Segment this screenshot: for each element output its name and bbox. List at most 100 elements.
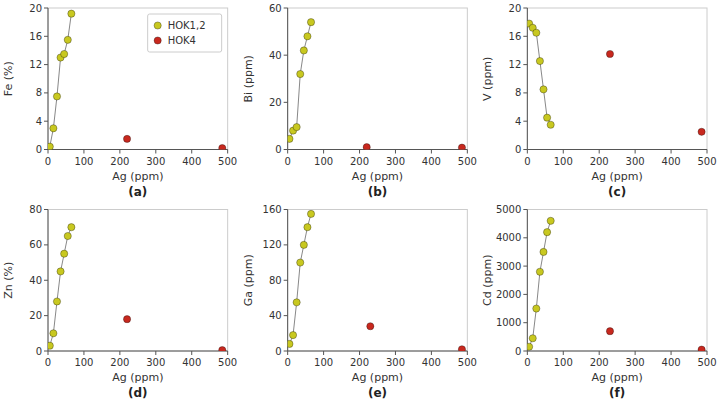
point [289, 331, 296, 338]
x-tick [599, 150, 600, 154]
x-tick-label: 500 [458, 357, 477, 368]
data-area [527, 20, 705, 135]
legend-marker [154, 22, 161, 29]
y-tick-label: 12 [29, 59, 42, 70]
point [53, 93, 60, 100]
y-tick [523, 8, 527, 9]
x-axis-line [527, 351, 707, 352]
y-axis-label: Ga (ppm) [242, 254, 255, 306]
y-tick [44, 36, 48, 37]
x-axis-label: Ag (ppm) [112, 371, 163, 384]
series-line [529, 24, 551, 125]
point [536, 268, 543, 275]
x-tick [287, 351, 288, 355]
x-tick [323, 351, 324, 355]
x-tick [48, 150, 49, 154]
x-axis-label: Ag (ppm) [352, 170, 403, 183]
x-tick-label: 300 [146, 156, 165, 167]
y-tick-label: 8 [515, 87, 521, 98]
data-area [48, 224, 226, 351]
y-tick [44, 64, 48, 65]
y-tick-label: 120 [263, 239, 282, 250]
y-tick [284, 315, 288, 316]
x-tick [599, 351, 600, 355]
point [50, 330, 57, 337]
y-tick-label: 12 [509, 59, 522, 70]
x-tick-label: 300 [626, 156, 645, 167]
point [698, 346, 705, 351]
x-tick-label: 200 [350, 156, 369, 167]
series-line [289, 214, 311, 344]
x-tick [635, 150, 636, 154]
x-tick-label: 500 [218, 357, 237, 368]
point [458, 346, 465, 351]
x-tick [227, 351, 228, 355]
legend-box [148, 14, 222, 52]
y-tick-label: 2000 [496, 289, 521, 300]
y-tick [523, 36, 527, 37]
series-line [529, 221, 551, 347]
point [540, 86, 547, 93]
x-axis-line [288, 351, 468, 352]
y-tick [284, 55, 288, 56]
x-tick-label: 300 [626, 357, 645, 368]
point [297, 70, 304, 77]
x-axis-label: Ag (ppm) [112, 170, 163, 183]
x-tick [527, 351, 528, 355]
x-axis-line [288, 149, 468, 150]
panel-label: (e) [368, 386, 387, 400]
y-tick-label: 1000 [496, 317, 521, 328]
data-area [48, 10, 226, 149]
x-tick-label: 300 [386, 357, 405, 368]
x-tick-label: 400 [662, 156, 681, 167]
point [57, 268, 64, 275]
x-tick [395, 351, 396, 355]
x-tick-label: 400 [422, 357, 441, 368]
y-tick-label: 4 [36, 116, 42, 127]
point [536, 57, 543, 64]
x-tick [191, 351, 192, 355]
x-tick [707, 351, 708, 355]
x-tick [431, 351, 432, 355]
x-axis-line [527, 149, 707, 150]
y-tick [44, 121, 48, 122]
point [606, 50, 613, 57]
point [68, 224, 75, 231]
x-tick [707, 150, 708, 154]
data-area [288, 210, 466, 351]
x-tick [671, 150, 672, 154]
y-tick [523, 322, 527, 323]
point [64, 232, 71, 239]
y-tick [44, 280, 48, 281]
point [53, 298, 60, 305]
y-tick [523, 294, 527, 295]
x-tick [467, 150, 468, 154]
x-tick [155, 150, 156, 154]
x-tick-label: 500 [458, 156, 477, 167]
y-axis-line [527, 8, 528, 150]
x-tick-label: 100 [314, 156, 333, 167]
y-tick [284, 149, 288, 150]
x-tick-label: 300 [386, 156, 405, 167]
y-axis-line [287, 8, 288, 150]
point [219, 144, 226, 149]
x-axis-label: Ag (ppm) [592, 170, 643, 183]
y-tick [44, 209, 48, 210]
panel: 0100200300400500048121620Ag (ppm)V (ppm)… [481, 3, 716, 199]
y-tick [523, 64, 527, 65]
point [61, 250, 68, 257]
x-tick [359, 150, 360, 154]
point [698, 128, 705, 135]
x-tick-label: 0 [45, 156, 51, 167]
y-tick [523, 209, 527, 210]
point [307, 19, 314, 26]
x-tick [83, 150, 84, 154]
y-tick-label: 3000 [496, 261, 521, 272]
y-tick [284, 102, 288, 103]
x-tick-label: 0 [284, 156, 290, 167]
x-tick-label: 500 [218, 156, 237, 167]
point [543, 229, 550, 236]
y-tick-label: 0 [275, 346, 281, 357]
panel: 01002003004005000204060Ag (ppm)Bi (ppm)(… [242, 3, 477, 199]
x-tick-label: 400 [662, 357, 681, 368]
